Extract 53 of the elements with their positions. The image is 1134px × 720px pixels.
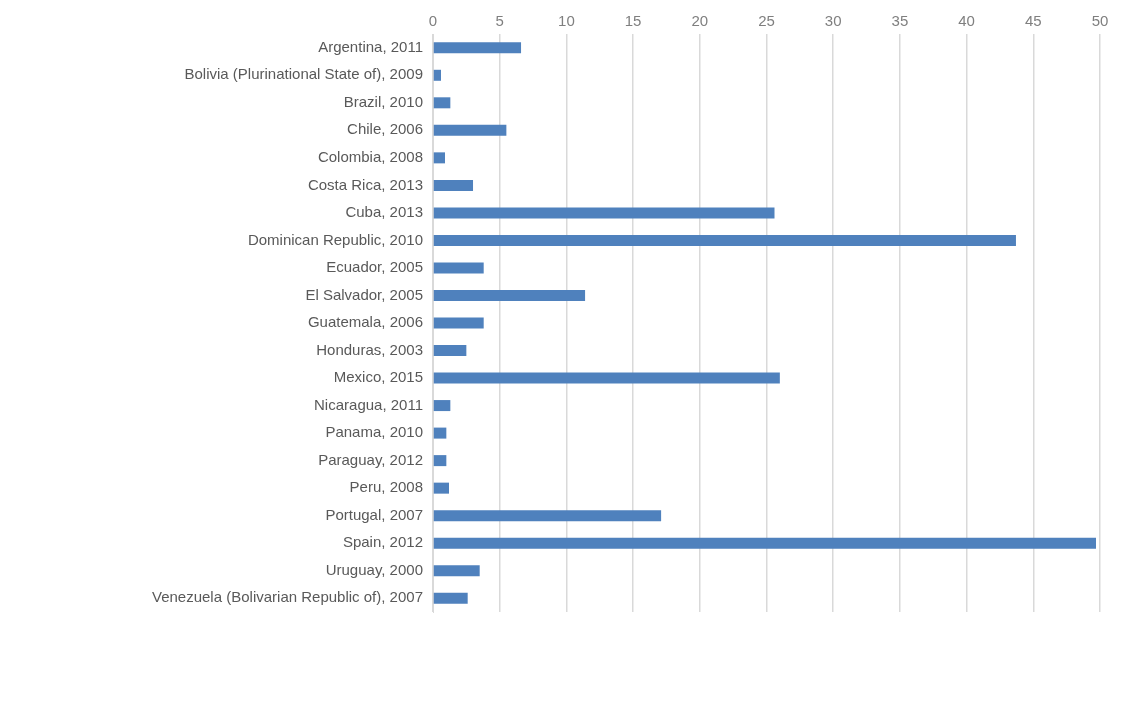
bar [433,234,1016,246]
y-tick-label: Dominican Republic, 2010 [247,230,423,248]
bar [433,97,451,109]
bar [433,482,450,494]
y-tick-label: Argentina, 2011 [318,37,423,55]
bar [433,455,447,467]
bar [433,69,441,81]
x-tick-label: 20 [691,12,709,30]
y-tick-label: Portugal, 2007 [325,505,423,523]
bar [433,207,775,219]
y-tick-label: Uruguay, 2000 [325,560,423,578]
y-tick-label: Ecuador, 2005 [326,258,423,276]
y-tick-label: Colombia, 2008 [317,148,423,165]
y-tick-label: Chile, 2006 [347,120,423,138]
bar [433,124,507,136]
y-tick-label: Costa Rica, 2013 [307,175,423,193]
bar [433,565,480,577]
x-tick-label: 0 [428,12,438,30]
y-tick-label: El Salvador, 2005 [305,285,423,303]
bar [433,427,447,439]
bar [433,400,451,412]
bar [433,42,522,54]
bar [433,510,662,522]
bar [433,345,467,357]
x-tick-label: 10 [558,12,575,30]
y-tick-label: Venezuela (Bolivarian Republic of), 2007 [151,588,423,606]
x-tick-label: 35 [891,12,909,30]
y-tick-label: Honduras, 2003 [316,340,423,358]
bar [433,262,484,274]
y-tick-label: Spain, 2012 [342,533,423,551]
x-tick-label: 50 [1091,12,1109,30]
y-tick-label: Peru, 2008 [349,478,423,496]
x-tick-label: 40 [958,12,975,30]
y-tick-label: Cuba, 2013 [345,203,423,221]
bar [433,592,468,604]
bar [433,179,474,191]
x-tick-label: 25 [758,12,775,30]
bar [433,152,446,164]
bar [433,537,1096,549]
y-tick-label: Brazil, 2010 [343,92,423,110]
x-tick-label: 45 [1024,12,1042,30]
bar [433,372,780,384]
x-tick-label: 5 [495,12,504,30]
x-tick-label: 15 [624,12,642,30]
y-tick-label: Paraguay, 2012 [318,450,423,468]
y-tick-label: Mexico, 2015 [333,368,423,386]
x-tick-label: 30 [824,12,842,30]
bar [433,317,484,329]
y-tick-label: Nicaragua, 2011 [314,395,423,413]
y-tick-label: Bolivia (Plurinational State of), 2009 [184,65,423,83]
y-tick-label: Guatemala, 2006 [307,313,423,331]
bar [433,289,586,301]
y-tick-label: Panama, 2010 [325,423,423,441]
